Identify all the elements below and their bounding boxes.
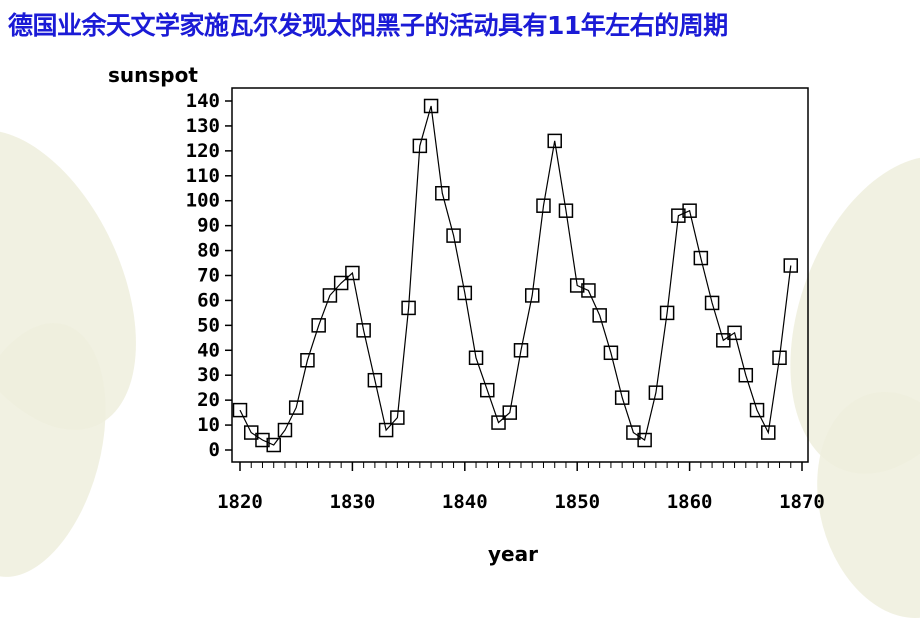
y-tick-label: 120	[186, 140, 220, 162]
y-tick-label: 130	[186, 115, 220, 137]
y-tick-label: 140	[186, 90, 220, 112]
x-tick-label: 1860	[667, 491, 713, 513]
x-axis: 1820 1830 1840 1850 1860 1870	[217, 462, 825, 513]
data-point-marker	[468, 350, 484, 366]
data-point-marker	[682, 203, 697, 218]
data-point-marker	[345, 265, 360, 281]
data-point-marker	[423, 98, 439, 114]
data-point-marker	[614, 390, 630, 405]
y-tick-label: 70	[197, 265, 220, 287]
data-point-marker	[243, 425, 259, 440]
x-tick-label: 1850	[554, 491, 600, 513]
data-point-marker	[390, 410, 405, 425]
data-point-marker	[412, 138, 428, 154]
data-point-marker	[401, 300, 416, 316]
data-point-marker	[637, 432, 652, 448]
data-point-marker	[311, 318, 326, 333]
data-point-marker	[569, 278, 585, 293]
data-point-marker	[648, 385, 664, 400]
y-tick-label: 40	[197, 339, 220, 361]
data-point-marker	[502, 405, 518, 420]
data-point-marker	[749, 402, 765, 418]
y-tick-label: 110	[186, 165, 220, 187]
x-axis-label: year	[488, 542, 538, 566]
data-point-marker	[761, 425, 776, 440]
data-point-marker	[592, 308, 607, 323]
data-point-marker	[581, 283, 596, 298]
data-point-marker	[378, 422, 394, 438]
data-point-marker	[738, 367, 754, 383]
data-point-marker	[626, 425, 641, 440]
y-tick-label: 0	[209, 439, 220, 461]
data-point-marker	[704, 295, 720, 311]
data-point-marker	[491, 415, 506, 430]
data-point-marker	[480, 382, 495, 398]
data-points	[232, 98, 799, 453]
data-point-marker	[558, 203, 574, 218]
y-axis-label: sunspot	[108, 63, 198, 87]
data-point-marker	[536, 198, 551, 213]
data-point-marker	[300, 353, 315, 368]
plot-area-frame	[231, 87, 809, 463]
y-tick-label: 50	[197, 314, 220, 336]
y-tick-label: 60	[197, 289, 220, 311]
y-tick-label: 100	[186, 190, 220, 212]
y-tick-label: 30	[197, 364, 220, 386]
data-point-marker	[524, 288, 540, 303]
slide-title: 德国业余天文学家施瓦尔发现太阳黑子的活动具有11年左右的周期	[8, 11, 728, 40]
data-point-marker	[333, 275, 349, 291]
x-tick-label: 1870	[779, 491, 825, 513]
data-point-marker	[266, 437, 281, 453]
series-line	[239, 105, 792, 446]
y-tick-label: 20	[197, 389, 220, 411]
data-point-marker	[446, 228, 461, 243]
data-point-marker	[356, 323, 371, 338]
data-point-marker	[457, 285, 473, 301]
y-tick-label: 10	[197, 414, 220, 436]
data-point-marker	[367, 372, 383, 388]
data-point-marker	[727, 325, 742, 341]
data-point-marker	[435, 185, 450, 201]
data-point-marker	[255, 432, 270, 448]
data-point-marker	[659, 305, 675, 321]
data-point-marker	[716, 333, 731, 348]
data-point-marker	[288, 400, 304, 415]
data-point-marker	[322, 288, 338, 303]
y-tick-label: 80	[197, 240, 220, 262]
x-tick-label: 1830	[330, 491, 376, 513]
data-point-marker	[232, 402, 248, 418]
data-point-marker	[603, 345, 619, 361]
data-point-marker	[693, 250, 709, 266]
data-point-marker	[671, 208, 686, 223]
data-point-marker	[772, 350, 787, 366]
x-tick-label: 1840	[442, 491, 488, 513]
data-point-marker	[277, 422, 293, 438]
data-point-marker	[513, 343, 529, 358]
y-tick-label: 90	[197, 215, 220, 237]
x-tick-label: 1820	[217, 491, 263, 513]
data-point-marker	[783, 258, 799, 273]
data-point-marker	[547, 133, 562, 149]
